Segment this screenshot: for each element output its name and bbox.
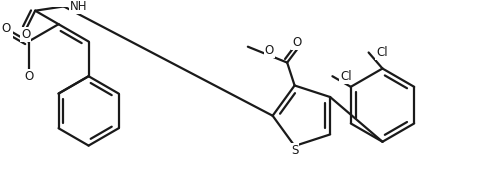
Text: S: S bbox=[291, 144, 298, 157]
Text: Cl: Cl bbox=[340, 70, 352, 83]
Text: O: O bbox=[265, 44, 274, 57]
Text: O: O bbox=[21, 28, 30, 41]
Text: NH: NH bbox=[70, 0, 87, 13]
Text: O: O bbox=[292, 36, 301, 49]
Text: O: O bbox=[1, 22, 11, 35]
Text: Cl: Cl bbox=[376, 46, 388, 59]
Text: O: O bbox=[24, 70, 33, 83]
